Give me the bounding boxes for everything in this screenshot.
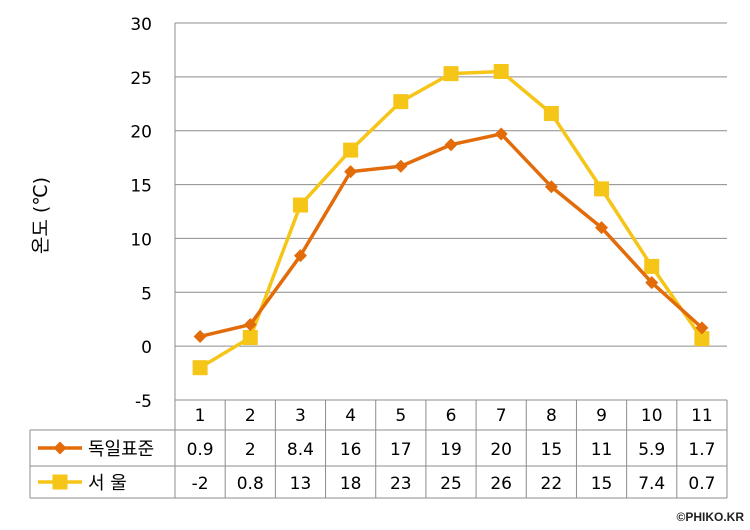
data-point — [694, 331, 710, 347]
x-tick-label: 3 — [295, 406, 306, 426]
data-point — [292, 197, 308, 213]
data-table-value: 26 — [490, 474, 512, 494]
data-table-value: 5.9 — [638, 440, 665, 460]
data-table-value: 1.7 — [688, 440, 715, 460]
data-point — [243, 318, 257, 332]
data-point — [242, 330, 258, 346]
y-tick-label: 20 — [130, 123, 152, 143]
data-point — [394, 159, 408, 173]
data-point — [343, 142, 359, 158]
data-table-value: 25 — [440, 474, 462, 494]
data-table-value: 0.8 — [237, 474, 264, 494]
data-point — [293, 249, 307, 263]
y-tick-label: -5 — [135, 392, 152, 412]
data-point — [393, 94, 409, 110]
data-table-value: 0.9 — [187, 440, 214, 460]
x-tick-label: 11 — [691, 406, 713, 426]
data-point — [193, 329, 207, 343]
data-table-value: 23 — [390, 474, 412, 494]
legend-label: 독일표준 — [88, 439, 154, 460]
y-tick-label: 25 — [130, 69, 152, 89]
x-tick-label: 6 — [446, 406, 457, 426]
data-point — [644, 258, 660, 274]
data-table-value: 7.4 — [638, 474, 665, 494]
data-table-value: 19 — [440, 440, 462, 460]
series-line — [199, 132, 704, 339]
x-tick-label: 9 — [596, 406, 607, 426]
data-table-value: -2 — [192, 474, 209, 494]
x-tick-label: 2 — [245, 406, 256, 426]
data-point — [494, 127, 508, 141]
data-point — [544, 180, 558, 194]
data-point — [344, 165, 358, 179]
data-point — [695, 321, 709, 335]
legend-marker — [53, 441, 67, 455]
y-axis-label: 온도 (℃) — [30, 176, 53, 254]
data-table-value: 13 — [290, 474, 312, 494]
data-point — [444, 138, 458, 152]
x-tick-label: 10 — [641, 406, 663, 426]
data-table-value: 8.4 — [287, 440, 314, 460]
y-tick-label: 30 — [130, 15, 152, 35]
data-point — [493, 63, 509, 79]
data-table-value: 0.7 — [688, 474, 715, 494]
data-table-value: 17 — [390, 440, 412, 460]
data-table-value: 15 — [541, 440, 563, 460]
y-tick-label: 15 — [130, 177, 152, 197]
y-tick-label: 10 — [130, 230, 152, 250]
x-tick-label: 7 — [496, 406, 507, 426]
data-table-value: 11 — [591, 440, 613, 460]
data-table-value: 18 — [340, 474, 362, 494]
series-line — [199, 69, 704, 370]
data-table-value: 22 — [541, 474, 563, 494]
x-tick-label: 5 — [395, 406, 406, 426]
x-tick-label: 4 — [345, 406, 356, 426]
data-table-value: 16 — [340, 440, 362, 460]
watermark: ©PHIKO.KR — [676, 510, 744, 524]
x-tick-label: 1 — [195, 406, 206, 426]
data-table-value: 20 — [490, 440, 512, 460]
data-point — [192, 360, 208, 376]
legend-marker — [52, 474, 68, 490]
x-tick-label: 8 — [546, 406, 557, 426]
data-point — [443, 66, 459, 82]
y-tick-label: 5 — [141, 284, 152, 304]
data-table-value: 2 — [245, 440, 256, 460]
y-tick-label: 0 — [141, 338, 152, 358]
data-point — [543, 105, 559, 121]
data-point — [594, 181, 610, 197]
data-point — [595, 221, 609, 235]
data-point — [645, 276, 659, 290]
legend-label: 서 울 — [88, 473, 127, 494]
data-table-value: 15 — [591, 474, 613, 494]
